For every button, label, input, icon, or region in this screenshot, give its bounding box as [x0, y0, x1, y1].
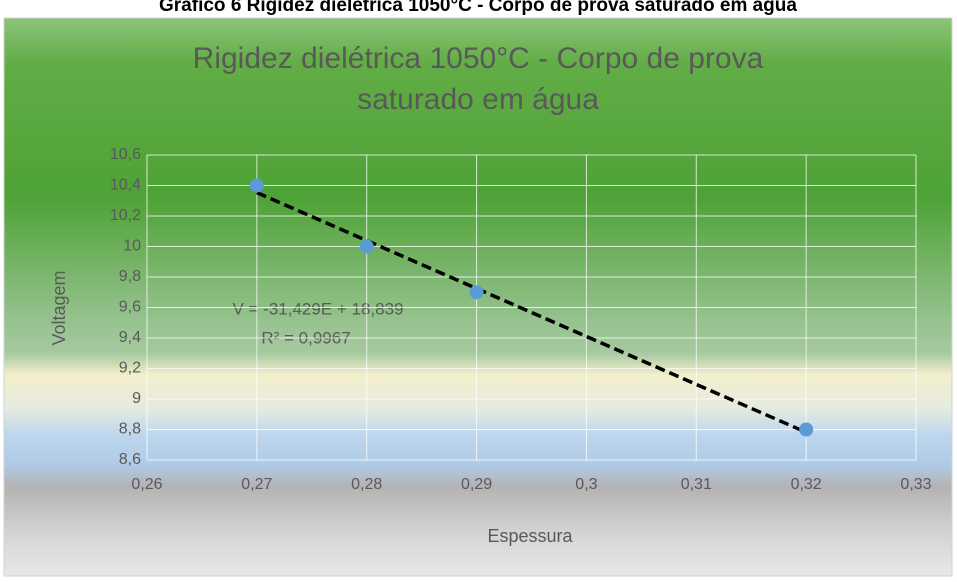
x-tick-label: 0,33 [900, 476, 931, 493]
y-tick-label: 9,2 [119, 360, 141, 377]
data-point [249, 178, 264, 193]
y-tick-label: 9,6 [119, 299, 141, 316]
data-point [799, 422, 814, 437]
y-tick-label: 8,8 [119, 421, 141, 438]
y-tick-label: 10,4 [110, 177, 141, 194]
caption: Gráfico 6 Rigidez dielétrica 1050°C - Co… [159, 0, 797, 16]
x-tick-label: 0,32 [791, 476, 822, 493]
y-tick-label: 10 [123, 238, 141, 255]
chart-title: saturado em água [357, 83, 599, 116]
data-point [359, 239, 374, 254]
y-tick-label: 10,2 [110, 207, 141, 224]
y-tick-label: 9 [132, 390, 141, 407]
trendline-equation: V = -31,429E + 18,839 [232, 299, 403, 318]
x-tick-label: 0,3 [575, 476, 597, 493]
y-tick-label: 9,4 [119, 329, 141, 346]
x-tick-label: 0,31 [681, 476, 712, 493]
trendline [256, 191, 807, 434]
x-tick-label: 0,28 [351, 476, 382, 493]
x-tick-label: 0,27 [241, 476, 272, 493]
y-tick-label: 10,6 [110, 146, 141, 163]
data-point [469, 285, 484, 300]
x-tick-label: 0,29 [461, 476, 492, 493]
y-tick-label: 9,8 [119, 268, 141, 285]
x-axis-label: Espessura [487, 526, 573, 546]
x-tick-label: 0,26 [131, 476, 162, 493]
y-tick-label: 8,6 [119, 451, 141, 468]
chart-title: Rigidez dielétrica 1050°C - Corpo de pro… [193, 42, 764, 75]
y-axis-label: Voltagem [49, 270, 69, 345]
